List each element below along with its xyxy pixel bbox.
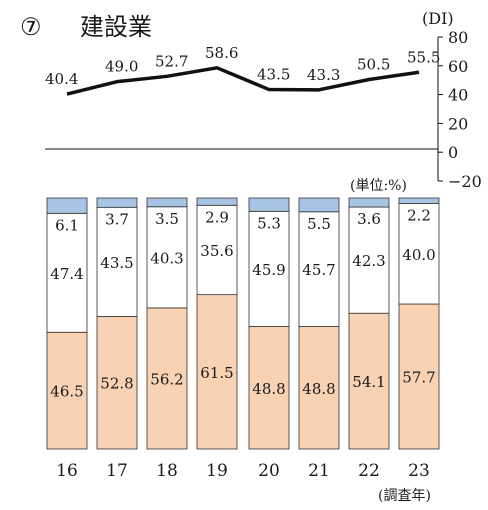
bar-segment-bottom xyxy=(196,294,238,450)
bar-segment-bottom xyxy=(398,303,440,450)
chart-title: ⑦ 建設業 xyxy=(20,13,152,41)
bar-segment-top xyxy=(248,197,290,212)
line-value-label: 43.5 xyxy=(257,66,290,84)
bar-segment-middle xyxy=(348,206,390,314)
line-y-tick-label: 60 xyxy=(448,57,468,76)
bar-value-label: 45.7 xyxy=(302,261,335,279)
bar-value-label: 35.6 xyxy=(200,242,233,260)
bar-value-label: 42.3 xyxy=(352,252,385,270)
bar-value-label: 3.6 xyxy=(357,210,381,228)
title-number: ⑦ xyxy=(20,13,42,41)
bar-value-label: 48.8 xyxy=(252,380,285,398)
bar-segment-bottom xyxy=(298,326,340,450)
bar-segment-top xyxy=(298,197,340,213)
x-tick-label: 20 xyxy=(258,461,280,481)
line-y-tick-label: 80 xyxy=(448,28,468,47)
bar-unit-label: (単位:%) xyxy=(350,178,407,194)
line-y-tick-label: −20 xyxy=(448,172,482,191)
line-value-label: 40.4 xyxy=(45,70,78,88)
bar-segment-top xyxy=(46,197,88,214)
bar-segment-top xyxy=(196,197,238,206)
bar-value-label: 54.1 xyxy=(352,373,385,391)
x-tick-label: 18 xyxy=(156,461,178,481)
line-y-tick-label: 0 xyxy=(448,143,458,162)
bar-segment-top xyxy=(348,197,390,208)
x-tick-label: 23 xyxy=(408,461,430,481)
bar-value-label: 6.1 xyxy=(55,216,79,234)
di-line xyxy=(66,66,420,96)
line-value-label: 58.6 xyxy=(205,44,238,62)
bar-segment-bottom xyxy=(96,316,138,450)
bar-segment-top xyxy=(398,197,440,204)
bar-segment-top xyxy=(146,197,188,208)
bar-segment-bottom xyxy=(146,307,188,450)
line-value-label: 55.5 xyxy=(407,48,440,66)
bar-segment-middle xyxy=(196,204,238,296)
bar-value-label: 3.7 xyxy=(105,210,129,228)
bar-segment-middle xyxy=(398,203,440,305)
bar-value-label: 40.0 xyxy=(402,246,435,264)
bar-segment-top xyxy=(96,197,138,208)
bar-value-label: 2.9 xyxy=(205,208,229,226)
bar-value-label: 47.4 xyxy=(50,265,83,283)
bar-value-label: 61.5 xyxy=(200,364,233,382)
x-tick-label: 19 xyxy=(206,461,228,481)
title-text: 建設業 xyxy=(80,13,152,41)
line-value-label: 49.0 xyxy=(105,58,138,76)
bar-segment-bottom xyxy=(348,312,390,450)
line-series xyxy=(66,66,420,96)
bar-value-label: 45.9 xyxy=(252,261,285,279)
x-tick-label: 22 xyxy=(358,461,380,481)
bar-value-label: 56.2 xyxy=(150,370,183,388)
line-chart: (DI) −20 0 20 40 60 80 40.4 49.0 52.7 58.6 43.5 43… xyxy=(45,9,482,191)
line-value-label: 43.3 xyxy=(307,66,340,84)
bar-value-label: 3.5 xyxy=(155,210,179,228)
bar-segment-middle xyxy=(248,210,290,327)
x-axis-ticks: 16 17 18 19 20 21 22 23 xyxy=(56,461,430,481)
bar-value-labels: 46.5 47.4 6.1 52.8 43.5 3.7 56.2 40.3 3.5 61.5 35.… xyxy=(50,207,435,401)
line-axis-unit: (DI) xyxy=(422,9,454,28)
x-tick-label: 21 xyxy=(308,461,330,481)
line-y-tick-label: 40 xyxy=(448,86,468,105)
bar-value-label: 43.5 xyxy=(100,254,133,272)
bar-value-label: 5.3 xyxy=(257,214,281,232)
bar-value-label: 46.5 xyxy=(50,383,83,401)
bar-value-label: 5.5 xyxy=(307,215,331,233)
line-value-label: 50.5 xyxy=(357,55,390,73)
bar-value-label: 48.8 xyxy=(302,380,335,398)
line-value-labels: 40.4 49.0 52.7 58.6 43.5 43.3 50.5 55.5 xyxy=(45,44,440,88)
x-tick-label: 17 xyxy=(106,461,128,481)
bar-value-label: 52.8 xyxy=(100,375,133,393)
bar-segment-middle xyxy=(96,206,138,317)
bar-segment-middle xyxy=(146,206,188,309)
stacked-bars xyxy=(46,197,440,450)
bar-value-label: 40.3 xyxy=(150,249,183,267)
x-tick-label: 16 xyxy=(56,461,78,481)
line-y-tick-label: 20 xyxy=(448,114,468,133)
line-value-label: 52.7 xyxy=(155,52,188,70)
x-axis-title: (調査年) xyxy=(378,488,431,504)
bar-chart: (単位:%) 46.5 47.4 6.1 52.8 43.5 3.7 56.2 40.3 3.5… xyxy=(46,178,440,504)
bar-value-label: 2.2 xyxy=(407,207,431,225)
line-y-ticks: −20 0 20 40 60 80 xyxy=(438,28,482,191)
bar-value-label: 57.7 xyxy=(402,369,435,387)
